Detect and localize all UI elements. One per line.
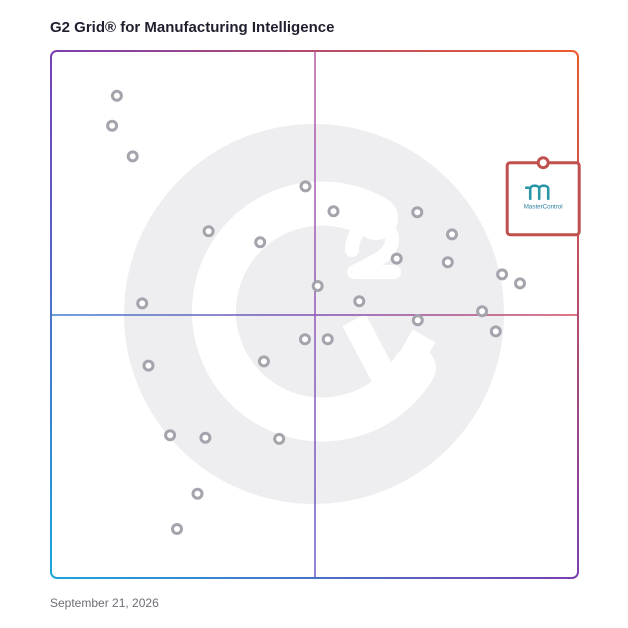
data-point[interactable] (496, 268, 509, 281)
data-point[interactable] (489, 325, 502, 338)
data-point[interactable] (514, 277, 526, 290)
data-point[interactable] (191, 487, 204, 500)
data-point[interactable] (254, 236, 267, 249)
data-point[interactable] (171, 523, 183, 535)
data-point[interactable] (136, 297, 149, 310)
highlighted-product[interactable]: MasterControl (505, 156, 581, 237)
data-point[interactable] (142, 359, 155, 372)
data-point[interactable] (126, 150, 139, 163)
data-point[interactable] (257, 355, 270, 368)
grid-frame (50, 50, 579, 579)
highlight-box (505, 161, 581, 237)
highlight-point[interactable] (536, 156, 550, 170)
data-point[interactable] (327, 205, 340, 218)
mastercontrol-logo: MasterControl (524, 184, 563, 211)
data-point[interactable] (311, 280, 324, 292)
data-point[interactable] (411, 206, 424, 219)
data-point[interactable] (299, 333, 311, 346)
highlight-label: MasterControl (524, 204, 563, 211)
data-point[interactable] (321, 333, 334, 346)
data-point[interactable] (106, 119, 119, 132)
data-points (106, 89, 526, 535)
data-point[interactable] (411, 314, 424, 327)
data-point[interactable] (441, 256, 454, 269)
data-point[interactable] (353, 295, 366, 308)
g2-watermark-logo (124, 124, 504, 504)
data-point[interactable] (446, 228, 458, 241)
data-point[interactable] (299, 180, 312, 193)
data-point[interactable] (110, 89, 123, 102)
report-date: September 21, 2026 (50, 596, 159, 610)
data-point[interactable] (164, 429, 177, 442)
data-point[interactable] (199, 431, 212, 444)
data-point[interactable] (273, 432, 286, 445)
chart-title: G2 Grid® for Manufacturing Intelligence (50, 19, 335, 36)
data-point[interactable] (202, 225, 215, 238)
data-point[interactable] (476, 305, 489, 318)
data-point[interactable] (390, 252, 403, 265)
